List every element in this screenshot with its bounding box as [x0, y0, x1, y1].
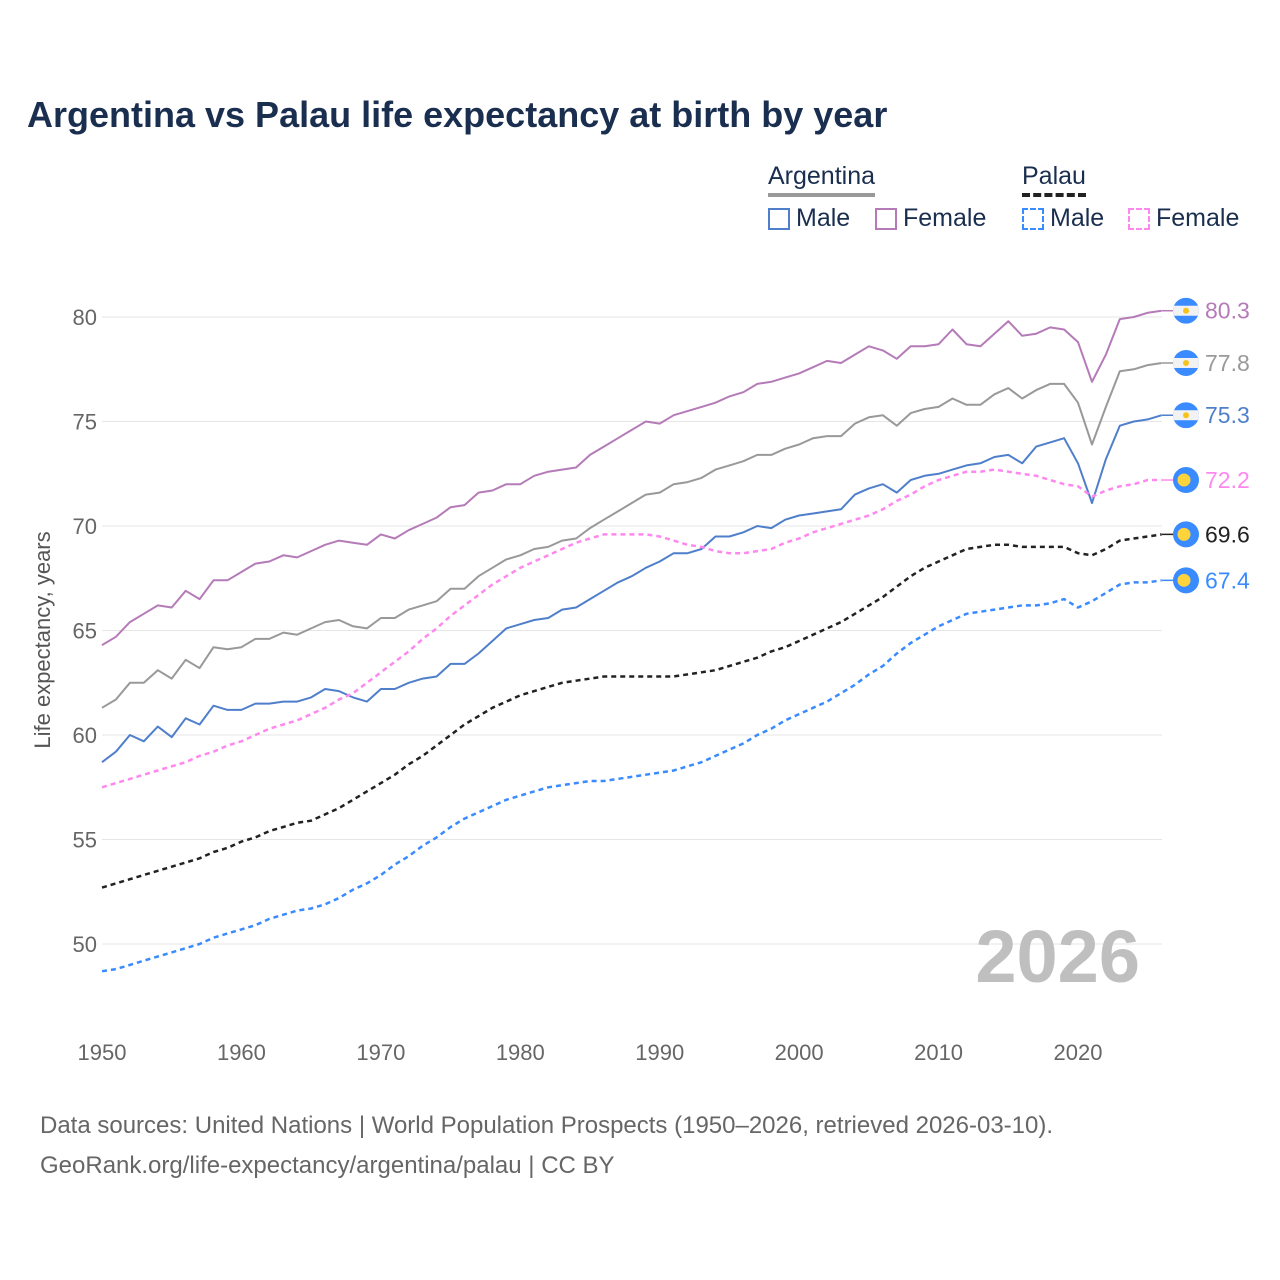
end-value-label: 80.3	[1205, 298, 1250, 324]
x-tick-label: 1970	[356, 1040, 405, 1065]
series-line-palau	[101, 533, 1162, 889]
end-value-label: 77.8	[1205, 350, 1250, 376]
legend-argentina-male: Male	[768, 204, 850, 233]
legend-swatch	[1128, 207, 1150, 230]
legend-palau-male: Male	[1022, 204, 1104, 233]
x-tick-label: 1960	[217, 1040, 266, 1065]
end-value-label: 75.3	[1205, 402, 1250, 428]
chart-title: Argentina vs Palau life expectancy at bi…	[27, 94, 888, 135]
series-line-palau-female	[101, 468, 1162, 789]
end-value-label: 69.6	[1205, 521, 1250, 547]
y-tick-label: 60	[73, 723, 97, 748]
legend-label: Male	[1050, 204, 1105, 232]
legend-argentina-female: Female	[875, 204, 986, 233]
legend-swatch	[768, 207, 790, 230]
legend-palau-female: Female	[1128, 204, 1239, 233]
x-tick-label: 2000	[775, 1040, 824, 1065]
series-line-argentina	[101, 362, 1162, 709]
legend-palau-heading: Palau	[1022, 162, 1086, 197]
legend-label: Male	[796, 204, 851, 232]
x-tick-label: 1990	[635, 1040, 684, 1065]
legend-swatch	[875, 207, 897, 230]
end-value-label: 72.2	[1205, 467, 1250, 493]
y-tick-label: 70	[73, 514, 97, 539]
y-tick-label: 65	[73, 619, 97, 644]
palau-flag-icon	[1173, 567, 1199, 594]
legend-argentina-heading: Argentina	[768, 162, 876, 197]
legend-swatch	[1022, 207, 1044, 230]
series-line-argentina-male	[101, 414, 1162, 763]
x-tick-label: 1980	[496, 1040, 545, 1065]
x-tick-label: 2020	[1054, 1040, 1103, 1065]
y-tick-label: 80	[73, 305, 97, 330]
argentina-flag-icon	[1173, 349, 1199, 376]
end-value-label: 67.4	[1205, 567, 1250, 593]
series-line-palau-male	[101, 579, 1162, 973]
y-tick-label: 50	[73, 932, 97, 957]
legend-label: Female	[903, 204, 987, 232]
x-tick-label: 1950	[78, 1040, 127, 1065]
palau-flag-icon	[1173, 467, 1199, 494]
source-note: Data sources: United Nations | World Pop…	[40, 1106, 1053, 1186]
legend-label: Female	[1156, 204, 1240, 232]
source-line-2: GeoRank.org/life-expectancy/argentina/pa…	[40, 1152, 615, 1179]
source-line-1: Data sources: United Nations | World Pop…	[40, 1112, 1054, 1139]
y-tick-label: 55	[73, 828, 97, 853]
argentina-flag-icon	[1173, 402, 1199, 429]
y-axis-label: Life expectancy, years	[30, 531, 55, 748]
argentina-flag-icon	[1173, 297, 1199, 324]
x-tick-label: 2010	[914, 1040, 963, 1065]
series-line-argentina-female	[101, 309, 1162, 646]
palau-flag-icon	[1173, 521, 1199, 548]
year-watermark: 2026	[975, 915, 1140, 998]
y-tick-label: 75	[73, 410, 97, 435]
